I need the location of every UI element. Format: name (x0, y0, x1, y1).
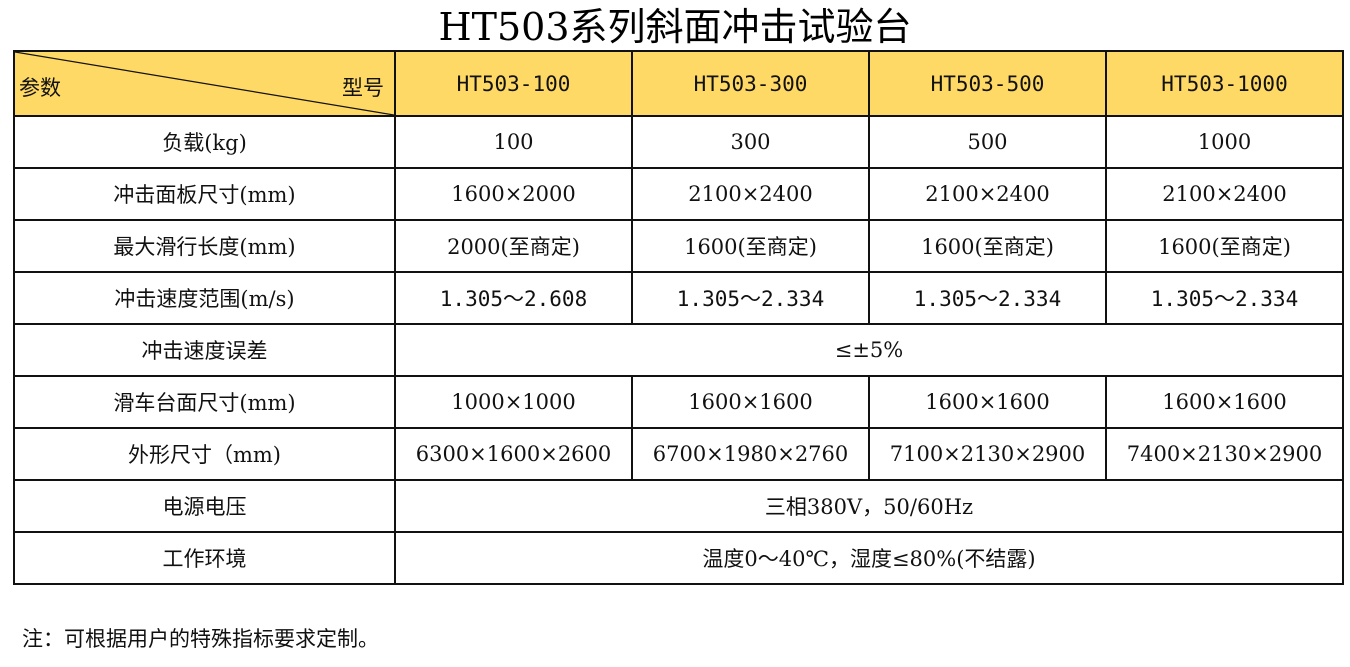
table-cell: 1000×1000 (394, 375, 633, 429)
table-cell: 1600×2000 (394, 167, 633, 221)
table-cell: 1.305～2.334 (868, 271, 1107, 325)
model-header-cell: HT503-100 (394, 50, 633, 117)
table-row: 最大滑行长度(mm) 2000(至商定) 1600(至商定) 1600(至商定)… (13, 219, 1344, 273)
table-row: 工作环境 温度0～40℃，湿度≤80%(不结露) (13, 531, 1344, 585)
table-cell: 2000(至商定) (394, 219, 633, 273)
table-row: 外形尺寸（mm) 6300×1600×2600 6700×1980×2760 7… (13, 427, 1344, 481)
table-row: 冲击速度范围(m/s) 1.305～2.608 1.305～2.334 1.30… (13, 271, 1344, 325)
table-row: 滑车台面尺寸(mm) 1000×1000 1600×1600 1600×1600… (13, 375, 1344, 429)
table-header-row: 参数 型号 HT503-100 HT503-300 HT503-500 HT50… (13, 50, 1344, 117)
table-cell: 300 (631, 115, 870, 169)
param-header-label: 参数 (19, 76, 61, 100)
table-cell: 1600(至商定) (1105, 219, 1344, 273)
row-label: 冲击速度误差 (13, 323, 396, 377)
row-label: 电源电压 (13, 479, 396, 533)
row-label: 冲击面板尺寸(mm) (13, 167, 396, 221)
table-cell: 2100×2400 (1105, 167, 1344, 221)
table-cell: 6300×1600×2600 (394, 427, 633, 481)
merged-cell: 三相380V，50/60Hz (394, 479, 1344, 533)
table-cell: 2100×2400 (868, 167, 1107, 221)
table-cell: 2100×2400 (631, 167, 870, 221)
diagonal-divider (15, 52, 394, 115)
table-row: 电源电压 三相380V，50/60Hz (13, 479, 1344, 533)
footnote: 注：可根据用户的特殊指标要求定制。 (22, 627, 379, 651)
page-title: HT503系列斜面冲击试验台 (438, 5, 912, 49)
row-label: 冲击速度范围(m/s) (13, 271, 396, 325)
table-cell: 1.305～2.334 (631, 271, 870, 325)
row-label: 最大滑行长度(mm) (13, 219, 396, 273)
merged-cell: 温度0～40℃，湿度≤80%(不结露) (394, 531, 1344, 585)
row-label: 外形尺寸（mm) (13, 427, 396, 481)
table-cell: 7400×2130×2900 (1105, 427, 1344, 481)
table-cell: 1.305～2.608 (394, 271, 633, 325)
table-cell: 7100×2130×2900 (868, 427, 1107, 481)
model-header-cell: HT503-500 (868, 50, 1107, 117)
table-cell: 1600×1600 (868, 375, 1107, 429)
table-cell: 1.305～2.334 (1105, 271, 1344, 325)
table-cell: 1600(至商定) (868, 219, 1107, 273)
table-row: 冲击面板尺寸(mm) 1600×2000 2100×2400 2100×2400… (13, 167, 1344, 221)
model-header-label: 型号 (342, 76, 384, 100)
table-cell: 1600(至商定) (631, 219, 870, 273)
row-label: 负载(kg) (13, 115, 396, 169)
table-row: 冲击速度误差 ≤±5% (13, 323, 1344, 377)
merged-cell: ≤±5% (394, 323, 1344, 377)
row-label: 滑车台面尺寸(mm) (13, 375, 396, 429)
table-row: 负载(kg) 100 300 500 1000 (13, 115, 1344, 169)
table-cell: 1600×1600 (1105, 375, 1344, 429)
table-cell: 500 (868, 115, 1107, 169)
spec-table: 参数 型号 HT503-100 HT503-300 HT503-500 HT50… (13, 50, 1344, 585)
model-header-cell: HT503-1000 (1105, 50, 1344, 117)
table-cell: 1600×1600 (631, 375, 870, 429)
corner-header-cell: 参数 型号 (13, 50, 396, 117)
table-cell: 1000 (1105, 115, 1344, 169)
table-cell: 6700×1980×2760 (631, 427, 870, 481)
table-cell: 100 (394, 115, 633, 169)
row-label: 工作环境 (13, 531, 396, 585)
model-header-cell: HT503-300 (631, 50, 870, 117)
